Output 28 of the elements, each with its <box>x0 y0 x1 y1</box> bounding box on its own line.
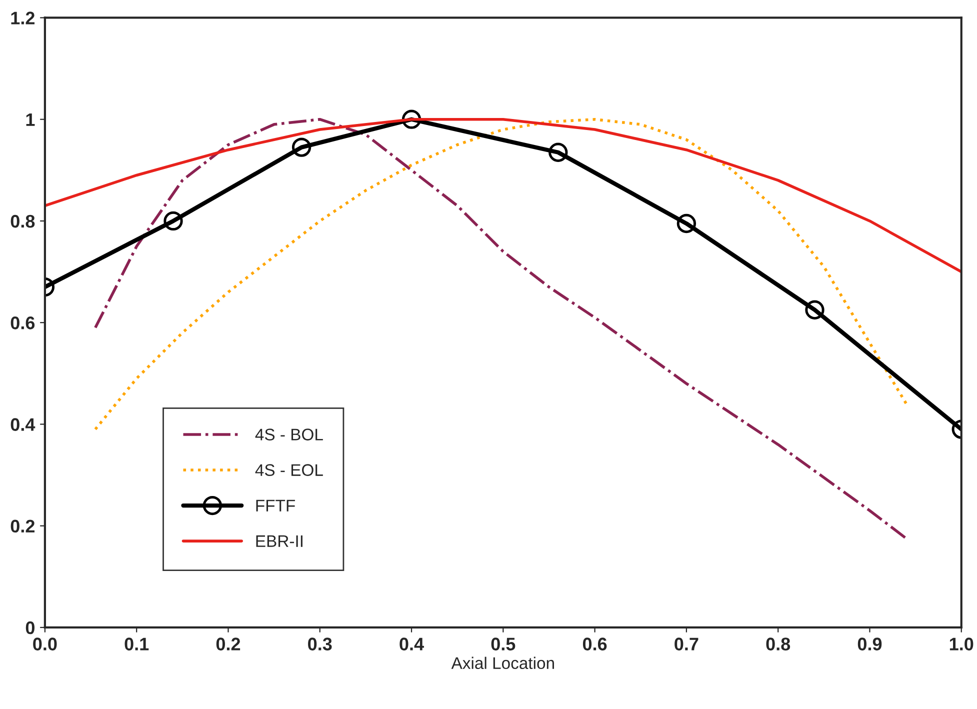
x-tick-label: 0.6 <box>582 638 607 650</box>
x-tick-label: 0.2 <box>216 638 240 650</box>
x-tick-label: 0.3 <box>308 638 332 650</box>
x-tick-label: 0.0 <box>33 638 57 650</box>
legend-label: 4S - EOL <box>255 464 323 476</box>
y-tick-label: 0.4 <box>10 418 36 431</box>
point <box>805 300 824 320</box>
y-tick-label: 0.2 <box>10 520 34 533</box>
y-tick-label: 0 <box>26 621 34 634</box>
y-tick-label: 0.6 <box>10 316 35 330</box>
x-tick-label: 0.4 <box>400 638 424 650</box>
legend-label: FFTF <box>256 500 295 512</box>
point <box>548 142 568 162</box>
y-tick-label: 1.2 <box>11 12 34 24</box>
x-tick-label: 0.7 <box>674 638 698 650</box>
point <box>164 211 183 231</box>
y-tick-label: 1 <box>26 113 35 126</box>
point <box>292 138 312 157</box>
legend-label: 4S - BOL <box>255 428 323 440</box>
x-axis-title: Axial Location <box>451 656 554 670</box>
x-tick-label: 0.9 <box>858 638 882 650</box>
y-tick-label: 0.8 <box>10 214 35 228</box>
legend-label: EBR-II <box>256 535 302 547</box>
x-tick-label: 1.0 <box>950 638 974 650</box>
x-tick-label: 0.8 <box>766 638 790 650</box>
x-tick-label: 0.5 <box>491 638 516 650</box>
x-tick-label: 0.1 <box>124 638 149 650</box>
point <box>676 214 696 234</box>
